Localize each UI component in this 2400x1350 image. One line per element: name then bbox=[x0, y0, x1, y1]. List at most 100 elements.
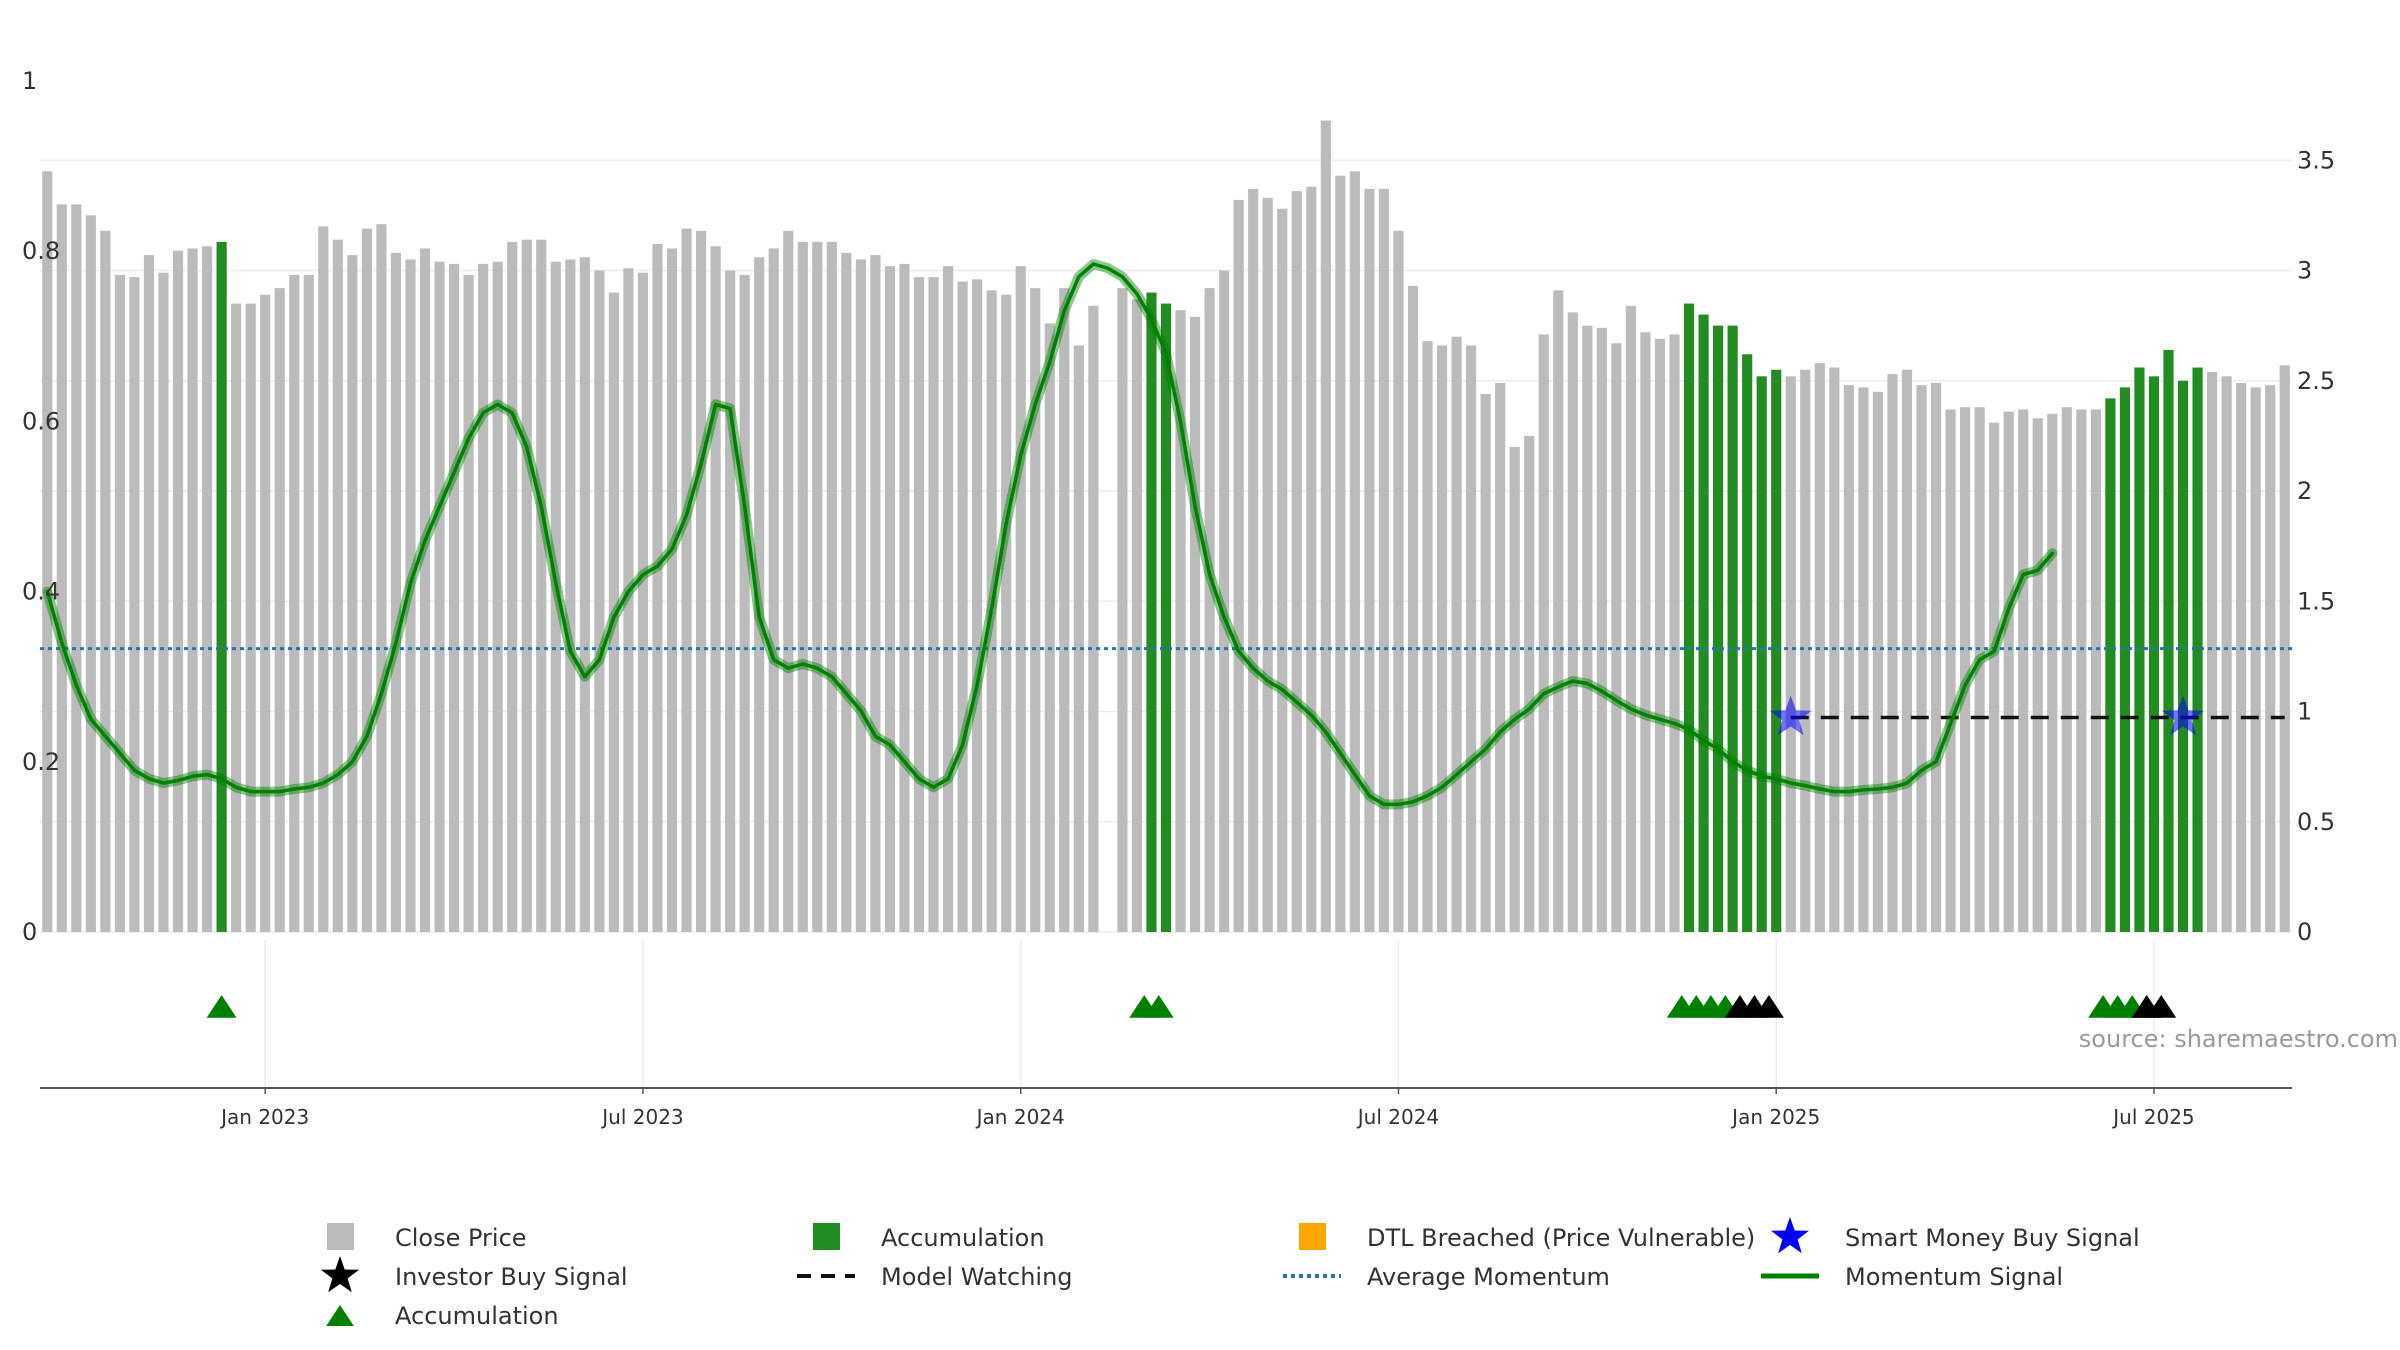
close-price-bar bbox=[129, 277, 140, 932]
close-price-bar bbox=[1625, 305, 1637, 932]
close-price-bar bbox=[884, 266, 896, 933]
close-price-bar bbox=[1291, 191, 1302, 932]
close-price-bar bbox=[361, 228, 372, 933]
smart-money-buy-star bbox=[1769, 695, 1812, 736]
close-price-bar bbox=[1858, 387, 1869, 932]
close-price-bar bbox=[1320, 120, 1331, 932]
close-price-bar bbox=[841, 252, 852, 933]
right-axis-tick: 1.5 bbox=[2297, 587, 2335, 615]
close-price-bar bbox=[1001, 294, 1012, 932]
left-axis-tick: 0.8 bbox=[22, 237, 60, 265]
legend-label: Model Watching bbox=[881, 1263, 1073, 1291]
close-price-bar bbox=[1945, 409, 1956, 932]
close-price-bar bbox=[2032, 418, 2043, 932]
legend-item-accumulation-marker: Accumulation bbox=[326, 1302, 559, 1330]
close-price-bar bbox=[1059, 288, 1070, 932]
x-axis-tick: Jan 2024 bbox=[975, 1105, 1065, 1129]
close-price-bar bbox=[1131, 299, 1143, 932]
close-price-bar bbox=[1233, 199, 1244, 932]
close-price-bar bbox=[928, 277, 939, 932]
close-price-bar bbox=[1974, 407, 1985, 933]
close-price-bar bbox=[507, 241, 518, 932]
close-price-bar bbox=[260, 294, 271, 932]
close-price-bar bbox=[1335, 175, 1346, 932]
legend-star-icon bbox=[321, 1256, 359, 1293]
close-price-bar bbox=[2003, 411, 2014, 932]
right-axis-tick: 2 bbox=[2297, 477, 2312, 505]
close-price-bar bbox=[957, 281, 968, 932]
close-price-bar bbox=[608, 292, 619, 932]
close-price-bar bbox=[201, 246, 213, 932]
close-price-bar bbox=[1887, 374, 1898, 932]
close-price-bar bbox=[1785, 376, 1796, 933]
close-price-bar bbox=[1843, 385, 1854, 932]
close-price-bar bbox=[594, 270, 605, 932]
close-price-bar bbox=[274, 288, 285, 932]
close-price-bar bbox=[2250, 387, 2261, 932]
close-price-bar bbox=[1407, 285, 1419, 932]
investor-buy-marker bbox=[1754, 995, 1784, 1018]
right-axis-tick: 3.5 bbox=[2297, 146, 2335, 174]
close-price-bar bbox=[187, 248, 198, 932]
close-price-bar bbox=[2221, 376, 2232, 933]
close-price-bar bbox=[754, 257, 765, 932]
close-price-bar bbox=[1030, 288, 1041, 932]
close-price-bar bbox=[1800, 369, 1811, 933]
close-price-bar bbox=[390, 252, 402, 933]
accumulation-marker bbox=[206, 995, 237, 1018]
legend-item-dtl-breached: DTL Breached (Price Vulnerable) bbox=[1299, 1223, 1755, 1252]
close-price-bar bbox=[347, 255, 358, 932]
close-price-bar bbox=[1422, 341, 1433, 932]
accumulation-bar bbox=[1742, 354, 1753, 932]
x-axis-tick: Jul 2023 bbox=[600, 1105, 683, 1129]
close-price-bar bbox=[478, 263, 489, 932]
close-price-bar bbox=[2279, 365, 2290, 932]
close-price-bar bbox=[376, 224, 387, 932]
close-price-bar bbox=[1582, 325, 1593, 932]
left-axis-tick: 0.2 bbox=[22, 748, 60, 776]
close-price-bar bbox=[855, 259, 866, 933]
close-price-bar bbox=[1175, 310, 1186, 932]
close-price-bar bbox=[231, 303, 242, 932]
close-price-bar bbox=[405, 259, 416, 933]
legend-swatch bbox=[327, 1223, 354, 1250]
close-price-bar bbox=[2061, 407, 2072, 933]
close-price-bar bbox=[1495, 382, 1506, 933]
close-price-bar bbox=[1349, 171, 1360, 932]
close-price-bar bbox=[565, 259, 576, 933]
left-axis: 0 0.2 0.4 0.6 0.8 1 bbox=[22, 67, 60, 946]
close-price-bar bbox=[1117, 288, 1128, 932]
close-price-bar bbox=[1611, 343, 1622, 932]
right-axis-tick: 0 bbox=[2297, 918, 2312, 946]
close-price-bar bbox=[1088, 305, 1099, 932]
close-price-bar bbox=[419, 248, 431, 932]
close-price-bar bbox=[637, 272, 649, 933]
source-label: source: sharemaestro.com bbox=[2079, 1025, 2398, 1053]
legend-label: Accumulation bbox=[395, 1302, 559, 1330]
close-price-bar bbox=[2265, 385, 2276, 932]
close-price-bar bbox=[1393, 230, 1404, 932]
close-price-bar bbox=[550, 261, 561, 932]
close-price-bar bbox=[42, 171, 53, 932]
legend-triangle-icon bbox=[326, 1305, 354, 1326]
legend-item-close-price: Close Price bbox=[327, 1223, 527, 1252]
close-price-bar bbox=[2047, 413, 2058, 932]
close-price-bar bbox=[725, 270, 736, 932]
close-price-bar bbox=[1378, 188, 1390, 933]
close-price-bar bbox=[289, 274, 300, 932]
close-price-bar bbox=[2018, 409, 2029, 932]
x-axis: Jan 2023 Jul 2023 Jan 2024 Jul 2024 Jan 2025… bbox=[40, 1087, 2292, 1129]
left-axis-tick: 1 bbox=[22, 67, 37, 95]
accumulation-bar bbox=[2163, 349, 2174, 932]
legend-swatch bbox=[813, 1223, 840, 1250]
close-price-bar bbox=[1073, 345, 1084, 933]
close-price-bar bbox=[1189, 316, 1201, 932]
close-price-bar bbox=[2236, 382, 2247, 933]
smart-money-layer bbox=[1769, 695, 2204, 736]
close-price-bar bbox=[1204, 288, 1215, 932]
close-price-bar bbox=[623, 268, 634, 932]
close-price-bar bbox=[812, 241, 823, 932]
close-price-bar bbox=[332, 239, 343, 932]
close-price-bar bbox=[1015, 266, 1026, 933]
close-price-bar bbox=[579, 257, 590, 932]
